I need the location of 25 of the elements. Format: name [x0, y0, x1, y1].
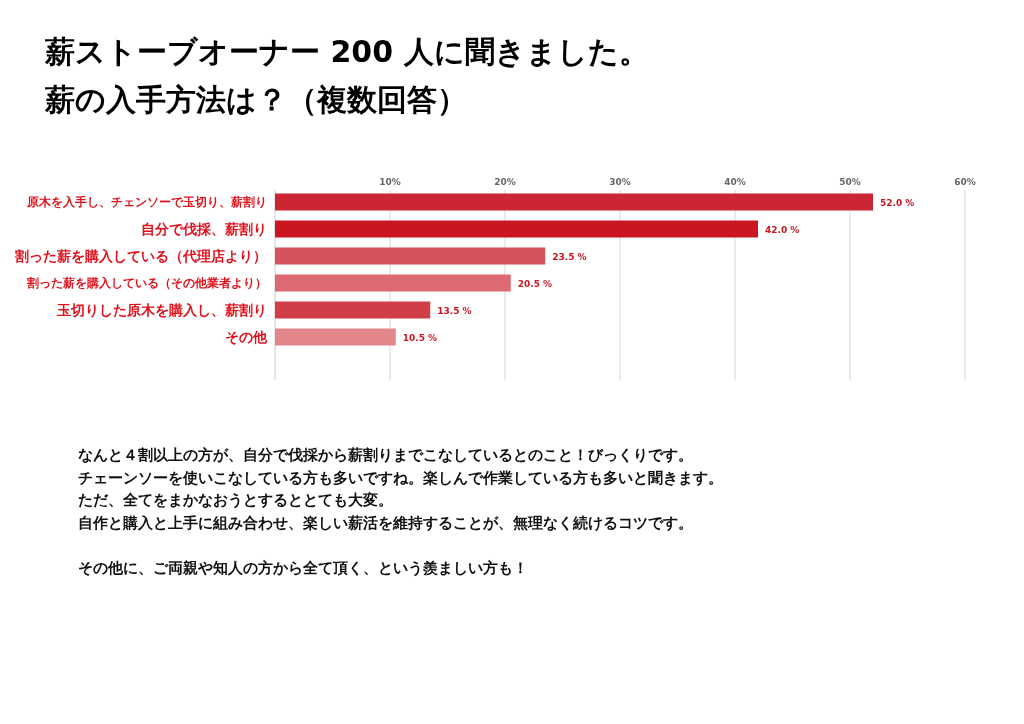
y-tick-label: 自分で伐採、薪割り [141, 221, 267, 238]
text: なんと４割以上の方が、自分で伐採から薪割りまでこなしているとのこと！びっくりです。 [78, 446, 693, 464]
x-tick-label: 40% [724, 177, 746, 187]
text: その他に、ご両親や知人の方から全て頂く、という羨ましい方も！ [78, 558, 528, 577]
x-tick-label: 10% [379, 177, 401, 187]
y-tick-label: 原木を入手し、チェンソーで玉切り、薪割り [26, 195, 267, 210]
text: ただ、全てをまかなおうとするととても大変。 [78, 491, 393, 509]
x-tick-label: 60% [954, 177, 976, 187]
y-tick-label: その他 [225, 329, 268, 346]
text: 自作と購入と上手に組み合わせ、楽しい薪活を維持することが、無理なく続けるコツです。 [78, 514, 693, 532]
y-tick-label: 玉切りした原木を購入し、薪割り [56, 302, 267, 319]
data-label: 52.0 % [880, 197, 915, 208]
data-label: 20.5 % [517, 278, 553, 289]
x-tick-label: 50% [839, 177, 861, 187]
data-label: 23.5 % [552, 251, 587, 262]
x-tick-label: 30% [609, 177, 631, 187]
x-tick-label: 20% [494, 177, 516, 187]
text: チェーンソーを使いこなしている方も多いですね。楽しんで作業している方も多いと聞きます。 [78, 468, 723, 487]
data-label: 42.0 % [765, 224, 800, 235]
data-label: 10.5 % [402, 332, 438, 343]
y-tick-label: 割った薪を購入している（代理店より） [14, 248, 267, 265]
chart-subtitle: 薪の入手方法は？（複数回答） [44, 82, 467, 117]
y-tick-label: 割った薪を購入している（その他業者より） [26, 276, 267, 291]
chart-title: 薪ストーブオーナー 200 人に聞きました。 [44, 34, 649, 69]
data-label: 13.5 % [437, 305, 472, 316]
